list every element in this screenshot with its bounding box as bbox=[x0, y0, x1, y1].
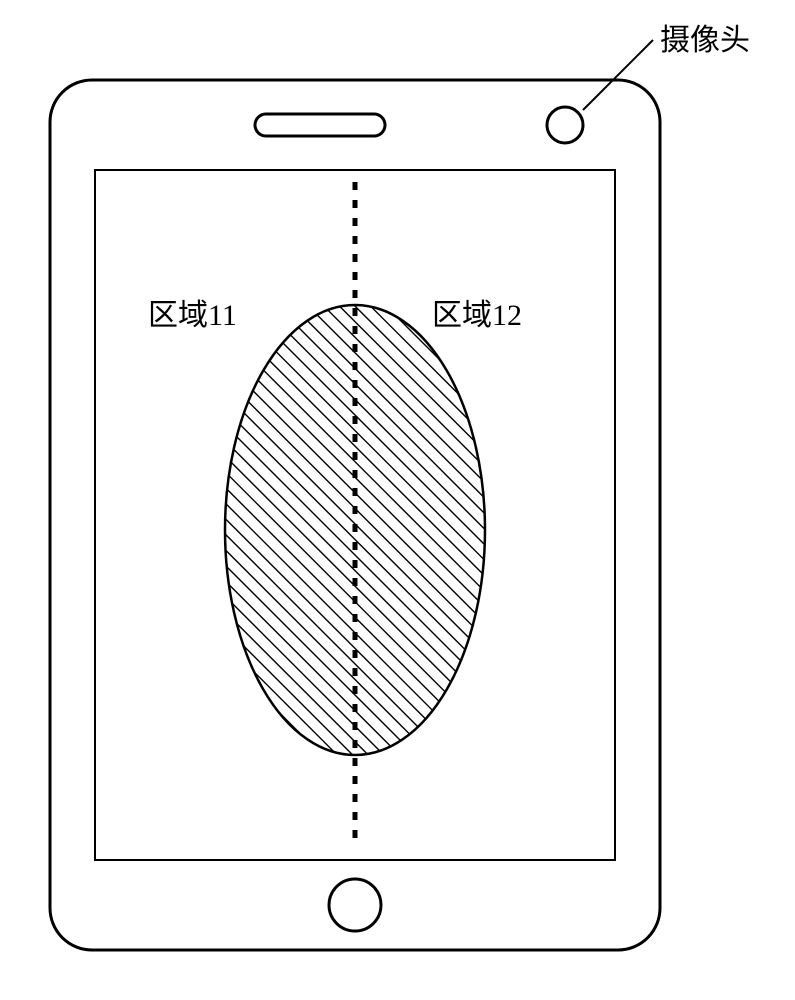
ellipse-hatch bbox=[205, 0, 505, 1000]
hatch-lines bbox=[205, 0, 505, 1000]
camera-lens bbox=[547, 107, 583, 143]
tablet-diagram bbox=[0, 0, 795, 1000]
home-button bbox=[329, 879, 381, 931]
region-12-label: 区域12 bbox=[432, 290, 522, 334]
camera-leader-line bbox=[583, 40, 653, 110]
speaker-slot bbox=[255, 114, 385, 136]
region-11-label: 区域11 bbox=[148, 290, 237, 334]
camera-label: 摄像头 bbox=[660, 15, 750, 59]
